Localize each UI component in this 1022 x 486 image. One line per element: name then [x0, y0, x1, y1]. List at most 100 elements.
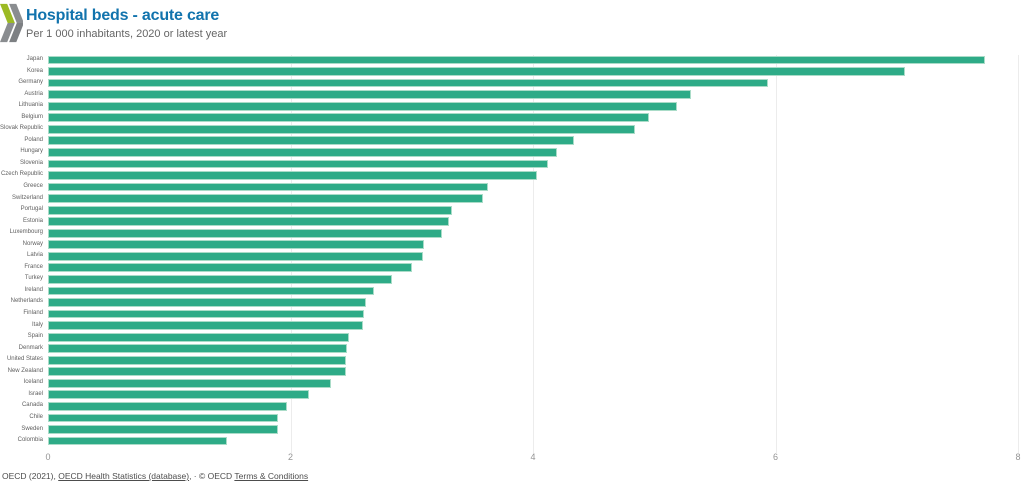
country-label: Germany	[18, 79, 43, 86]
bar-track	[48, 321, 1018, 333]
chart-row: Colombia	[0, 436, 1018, 448]
chart-row: Lithuania	[0, 101, 1018, 113]
bar-track	[48, 378, 1018, 390]
country-label: Norway	[22, 240, 43, 247]
chart-row: Czech Republic	[0, 170, 1018, 182]
chart-row: Austria	[0, 90, 1018, 102]
chart-row: New Zealand	[0, 367, 1018, 379]
bar-switzerland[interactable]	[48, 194, 484, 203]
chart-header-text: Hospital beds - acute care Per 1 000 inh…	[26, 3, 227, 40]
bar-chile[interactable]	[48, 413, 279, 423]
footer-middle-text: , · © OECD	[189, 471, 235, 481]
chart-row: Canada	[0, 401, 1018, 413]
country-label: Poland	[24, 136, 43, 143]
bar-track	[48, 240, 1018, 252]
bar-sweden[interactable]	[48, 425, 279, 434]
bar-track	[48, 124, 1018, 136]
footer-source-text: OECD (2021),	[2, 471, 59, 481]
bar-greece[interactable]	[48, 182, 489, 192]
bar-colombia[interactable]	[48, 436, 228, 446]
country-label: New Zealand	[7, 367, 43, 374]
chart-row: Denmark	[0, 344, 1018, 356]
bar-italy[interactable]	[48, 321, 364, 330]
bar-track	[48, 101, 1018, 113]
bar-germany[interactable]	[48, 78, 769, 88]
bar-track	[48, 159, 1018, 171]
bar-france[interactable]	[48, 263, 412, 273]
bar-slovak-republic[interactable]	[48, 124, 635, 134]
bar-track	[48, 355, 1018, 367]
chart-row: Luxembourg	[0, 228, 1018, 240]
bar-united-states[interactable]	[48, 355, 347, 365]
bar-track	[48, 78, 1018, 90]
x-axis-tick-label-6: 6	[772, 451, 779, 462]
bar-luxembourg[interactable]	[48, 228, 443, 238]
x-axis-tick-label-4: 4	[530, 451, 536, 462]
bar-israel[interactable]	[48, 390, 309, 400]
footer-terms-link[interactable]: Terms & Conditions	[234, 471, 309, 481]
country-label: Ireland	[24, 286, 43, 293]
bar-track	[48, 274, 1018, 286]
bar-portugal[interactable]	[48, 205, 452, 215]
bar-belgium[interactable]	[48, 113, 650, 123]
bar-ireland[interactable]	[48, 286, 375, 296]
country-label: Switzerland	[11, 194, 43, 201]
country-label: Chile	[29, 413, 43, 420]
chart-subtitle: Per 1 000 inhabitants, 2020 or latest ye…	[26, 28, 228, 41]
bar-finland[interactable]	[48, 309, 365, 319]
chart-row: Italy	[0, 321, 1018, 333]
bar-hungary[interactable]	[48, 147, 558, 157]
bar-spain[interactable]	[48, 332, 349, 342]
bar-track	[48, 194, 1018, 206]
country-label: Netherlands	[10, 298, 43, 305]
bar-netherlands[interactable]	[48, 298, 366, 307]
chart-row: Sweden	[0, 425, 1018, 437]
gridline-6	[775, 55, 777, 453]
bar-canada[interactable]	[48, 402, 287, 411]
chart-row: Belgium	[0, 113, 1018, 125]
country-label: Colombia	[17, 437, 43, 444]
chart-header: Hospital beds - acute care Per 1 000 inh…	[0, 3, 227, 43]
chart-row: Finland	[0, 309, 1018, 321]
footer-database-link[interactable]: OECD Health Statistics (database)	[58, 471, 190, 481]
chart-row: Poland	[0, 136, 1018, 148]
bar-iceland[interactable]	[48, 378, 331, 388]
bar-track	[48, 286, 1018, 298]
chart-row: Slovenia	[0, 159, 1018, 171]
bar-denmark[interactable]	[48, 344, 348, 354]
bar-lithuania[interactable]	[48, 101, 678, 111]
country-label: Latvia	[26, 252, 43, 259]
bar-track	[48, 182, 1018, 194]
chart-row: Latvia	[0, 251, 1018, 263]
bar-poland[interactable]	[48, 136, 575, 146]
bar-japan[interactable]	[48, 55, 986, 65]
x-axis-tick-label-2: 2	[287, 451, 294, 462]
chart-row: France	[0, 263, 1018, 275]
chart-row: Korea	[0, 67, 1018, 79]
chart-row: Ireland	[0, 286, 1018, 298]
country-label: Spain	[27, 333, 43, 340]
bar-czech-republic[interactable]	[48, 171, 537, 180]
bar-slovenia[interactable]	[48, 159, 548, 169]
country-label: Iceland	[23, 379, 43, 386]
bar-track	[48, 228, 1018, 240]
bar-austria[interactable]	[48, 90, 691, 100]
country-label: Turkey	[24, 275, 43, 282]
chart-row: Portugal	[0, 205, 1018, 217]
bar-track	[48, 90, 1018, 102]
bar-korea[interactable]	[48, 67, 906, 76]
country-label: Japan	[26, 56, 43, 62]
bar-estonia[interactable]	[48, 217, 450, 227]
bar-new-zealand[interactable]	[48, 367, 347, 377]
bar-track	[48, 413, 1018, 425]
chart-row: United States	[0, 355, 1018, 367]
bar-track	[48, 217, 1018, 229]
country-label: Korea	[26, 67, 43, 74]
bar-track	[48, 113, 1018, 125]
chart-row: Israel	[0, 390, 1018, 402]
bar-latvia[interactable]	[48, 251, 423, 261]
bar-turkey[interactable]	[48, 274, 393, 284]
bar-norway[interactable]	[48, 240, 424, 250]
bar-track	[48, 401, 1018, 413]
chart-row: Greece	[0, 182, 1018, 194]
